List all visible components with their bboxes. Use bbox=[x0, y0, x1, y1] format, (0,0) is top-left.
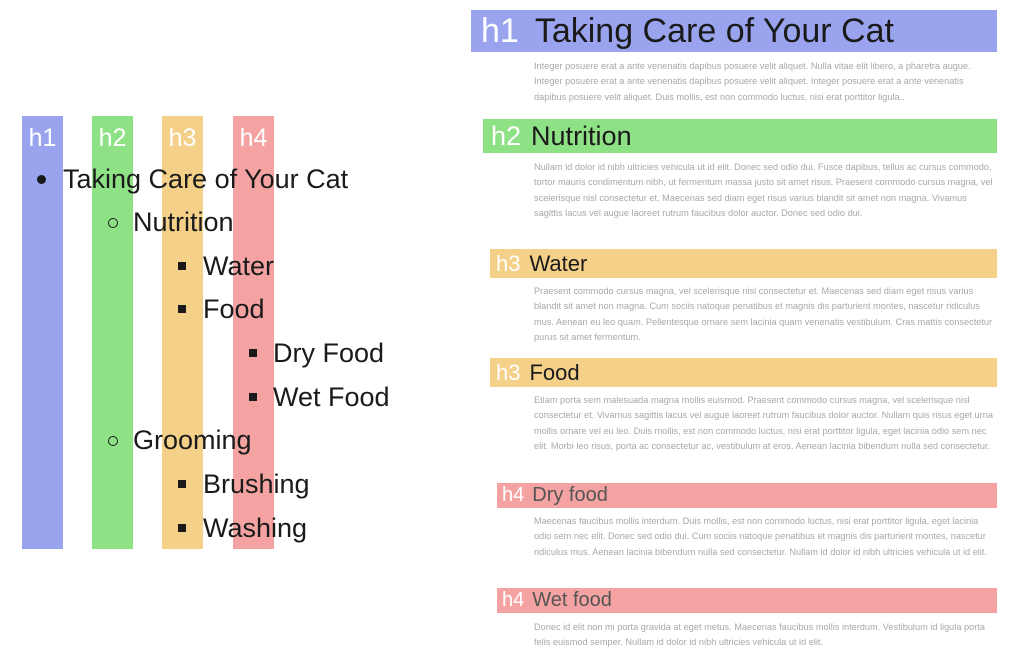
heading-h1-bar: h1 Taking Care of Your Cat bbox=[471, 10, 997, 52]
section-paragraph: Praesent commodo cursus magna, vel scele… bbox=[534, 286, 993, 342]
bullet-square bbox=[178, 305, 186, 313]
bullet-square bbox=[178, 480, 186, 488]
level-tag-h3: h3 bbox=[168, 124, 197, 152]
bullet-square bbox=[249, 393, 257, 401]
heading-tag: h4 bbox=[502, 589, 525, 611]
level-bar-h2: h2 bbox=[92, 116, 133, 549]
heading-title: Water bbox=[529, 250, 588, 276]
heading-h3-bar: h3 Food bbox=[490, 358, 997, 387]
outline-item-brushing: Brushing bbox=[203, 469, 310, 499]
outline-item-dry-food: Dry Food bbox=[273, 338, 385, 368]
outline-item-washing: Washing bbox=[203, 513, 308, 543]
heading-h3-bar: h3 Water bbox=[490, 249, 997, 278]
level-tag-h1: h1 bbox=[28, 124, 57, 152]
level-bar-h3: h3 bbox=[162, 116, 203, 549]
heading-tag: h1 bbox=[481, 11, 519, 50]
level-tag-h2: h2 bbox=[98, 124, 127, 152]
bullet-circle bbox=[108, 218, 118, 228]
outline-item-water: Water bbox=[203, 251, 275, 281]
heading-tag: h3 bbox=[496, 359, 521, 385]
heading-title: Taking Care of Your Cat bbox=[534, 11, 894, 50]
outline-item-wet-food: Wet Food bbox=[273, 382, 390, 412]
section-paragraph: Donec id elit non mi porta gravida at eg… bbox=[534, 622, 985, 648]
section-paragraph: Maecenas faucibus mollis interdum. Duis … bbox=[534, 516, 987, 557]
heading-title: Dry food bbox=[532, 484, 608, 506]
section-paragraph: Etiam porta sem malesuada magna mollis e… bbox=[534, 395, 993, 451]
bullet-square bbox=[249, 349, 257, 357]
outline-item-grooming: Grooming bbox=[133, 425, 252, 455]
heading-title: Wet food bbox=[532, 589, 612, 611]
level-bar-h4: h4 bbox=[233, 116, 274, 549]
heading-tag: h4 bbox=[502, 484, 525, 506]
outline-item-nutrition: Nutrition bbox=[133, 207, 234, 237]
outline-item-food: Food bbox=[203, 294, 265, 324]
bullet-disc bbox=[37, 175, 46, 184]
bullet-square bbox=[178, 524, 186, 532]
section-paragraph: Nullam id dolor id nibh ultricies vehicu… bbox=[534, 162, 993, 218]
heading-title: Nutrition bbox=[531, 120, 632, 151]
heading-h4-bar: h4 Wet food bbox=[497, 588, 997, 613]
heading-tag: h2 bbox=[491, 120, 522, 151]
bullet-circle bbox=[108, 436, 118, 446]
level-tag-h4: h4 bbox=[239, 124, 268, 152]
outline-item-taking-care: Taking Care of Your Cat bbox=[63, 164, 349, 194]
heading-h2-bar: h2 Nutrition bbox=[483, 119, 997, 153]
heading-title: Food bbox=[529, 359, 580, 385]
level-bar-h1: h1 bbox=[22, 116, 63, 549]
heading-tag: h3 bbox=[496, 250, 521, 276]
section-paragraph: Integer posuere erat a ante venenatis da… bbox=[534, 61, 971, 102]
heading-h4-bar: h4 Dry food bbox=[497, 483, 997, 508]
bullet-square bbox=[178, 262, 186, 270]
